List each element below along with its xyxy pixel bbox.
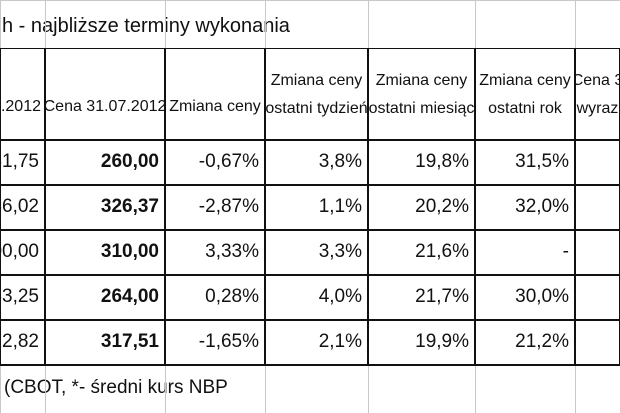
header-text: Cena 3 — [575, 72, 620, 89]
cell-value: 21,6% — [415, 241, 469, 262]
table-cell: 1,1% — [265, 185, 368, 230]
cell-value: 00,00 — [0, 241, 39, 262]
cell-border — [0, 184, 620, 186]
cell-border — [0, 229, 620, 231]
cell-value: 317,51 — [100, 331, 159, 352]
cell-value: 326,37 — [100, 196, 159, 217]
cell-value: 1,1% — [318, 196, 362, 217]
cell-border — [474, 48, 476, 365]
table-cell: 19,9% — [368, 320, 475, 365]
cell-border — [264, 48, 266, 365]
cell-value: 63,25 — [0, 286, 39, 307]
cell-value: 19,8% — [415, 151, 469, 172]
header-text: ostatni rok — [488, 100, 562, 117]
cell-border — [0, 139, 620, 141]
cell-border — [0, 48, 1, 365]
table-cell: 36,02 — [0, 185, 45, 230]
cell-value: 22,82 — [0, 331, 39, 352]
cell-border — [574, 48, 576, 365]
table-cell: 4,0% — [265, 275, 368, 320]
header-text: Zmiana ceny — [375, 72, 468, 89]
table-cell: 63,25 — [0, 275, 45, 320]
header-cell: .7.2012 — [0, 48, 45, 140]
cell-value: 3,3% — [318, 241, 362, 262]
table-cell: 21,7% — [368, 275, 475, 320]
header-text: Cena 31.07.2012 — [45, 98, 165, 115]
footnote: (CBOT, *- średni kurs NBP — [4, 377, 228, 398]
table-cell: 32,0% — [475, 185, 575, 230]
sheet-title: h - najbliższe terminy wykonania — [2, 15, 290, 37]
header-text: wyraz — [576, 100, 619, 117]
cell-value: 310,00 — [100, 241, 159, 262]
header-text: Zmiana ceny — [270, 72, 363, 89]
cell-border — [0, 319, 620, 321]
table-cell: 2,1% — [265, 320, 368, 365]
table-cell: 317,51 — [45, 320, 165, 365]
table-cell: 3,8% — [265, 140, 368, 185]
cell-value: 264,00 — [100, 286, 159, 307]
table-cell: 264,00 — [45, 275, 165, 320]
table-cell: 21,2% — [475, 320, 575, 365]
header-cell: Cena 31.07.2012 — [45, 48, 165, 140]
cell-value: 19,9% — [415, 331, 469, 352]
table-cell: 61,75 — [0, 140, 45, 185]
table-cell: 22,82 — [0, 320, 45, 365]
cell-value: - — [562, 241, 569, 262]
header-cell: Zmiana ceny ostatni tydzień — [265, 48, 368, 140]
cell-value: -0,67% — [198, 151, 259, 172]
table-cell: - — [475, 230, 575, 275]
table-cell: 00,00 — [0, 230, 45, 275]
cell-value: 21,7% — [415, 286, 469, 307]
table-cell: 260,00 — [45, 140, 165, 185]
table-cell: 3,33% — [165, 230, 265, 275]
table-cell: -2,87% — [165, 185, 265, 230]
cell-border — [0, 274, 620, 276]
cell-value: 20,2% — [415, 196, 469, 217]
table-cell: 326,37 — [45, 185, 165, 230]
header-text: ostatni tydzień — [265, 100, 368, 117]
table-cell: 3,3% — [265, 230, 368, 275]
header-cell: Zmiana ceny ostatni rok — [475, 48, 575, 140]
table-cell: 19,8% — [368, 140, 475, 185]
cell-value: 4,0% — [318, 286, 362, 307]
table-cell: 0,28% — [165, 275, 265, 320]
cell-value: 21,2% — [515, 331, 569, 352]
table-cell: -0,67% — [165, 140, 265, 185]
grid-line — [0, 0, 620, 1]
header-cell: Zmiana ceny ostatni miesiąc — [368, 48, 475, 140]
cell-border — [44, 48, 46, 365]
cell-value: 36,02 — [0, 196, 39, 217]
cell-border — [367, 48, 369, 365]
table-cell: 21,6% — [368, 230, 475, 275]
cell-value: 32,0% — [515, 196, 569, 217]
header-text: Zmiana ceny — [479, 72, 571, 89]
cell-value: 0,28% — [205, 286, 259, 307]
cell-border — [0, 364, 620, 366]
header-text: Zmiana ceny — [169, 98, 261, 115]
table-cell: 31,5% — [475, 140, 575, 185]
cell-value: 3,33% — [205, 241, 259, 262]
cell-value: 2,1% — [318, 331, 362, 352]
header-text: ostatni miesiąc — [368, 100, 475, 117]
table-cell: 30,0% — [475, 275, 575, 320]
cell-value: 31,5% — [515, 151, 569, 172]
cell-value: 3,8% — [318, 151, 362, 172]
table-cell: 310,00 — [45, 230, 165, 275]
cell-value: 61,75 — [0, 151, 39, 172]
header-cell: Zmiana ceny — [165, 48, 265, 140]
cell-value: -1,65% — [198, 331, 259, 352]
cell-value: 260,00 — [100, 151, 159, 172]
cell-value: -2,87% — [198, 196, 259, 217]
header-cell: Cena 3 wyraz — [575, 48, 620, 140]
header-text: .7.2012 — [0, 98, 41, 115]
table-cell: 20,2% — [368, 185, 475, 230]
cell-border — [164, 48, 166, 365]
table-cell: -1,65% — [165, 320, 265, 365]
cell-border — [0, 48, 620, 49]
cell-value: 30,0% — [515, 286, 569, 307]
